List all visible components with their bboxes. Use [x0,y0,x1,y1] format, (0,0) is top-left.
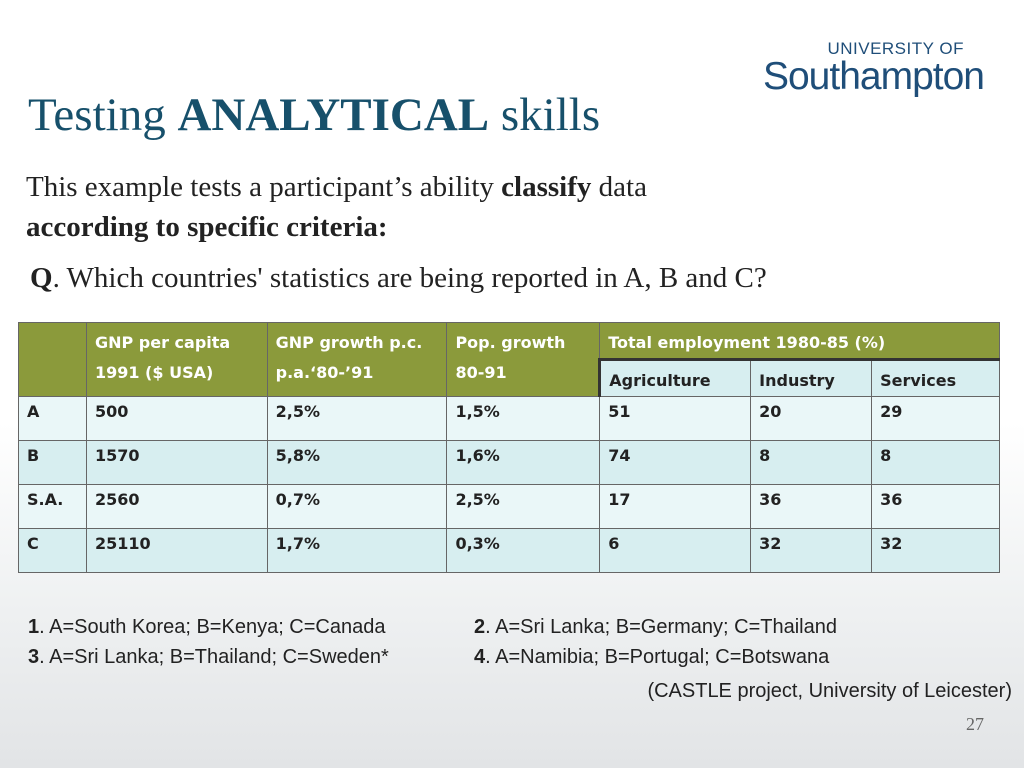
question-label: Q [30,262,53,294]
cell-gnp: 1570 [85,440,268,485]
cell-gnp: 25110 [85,528,268,573]
answer-text: . A=Sri Lanka; B=Germany; C=Thailand [485,616,837,638]
question-text: . Which countries' statistics are being … [52,262,767,294]
cell-gnp-growth: 2,5% [266,396,448,441]
table-row: C 25110 1,7% 0,3% 6 32 32 [18,528,1000,573]
source-citation: (CASTLE project, University of Leicester… [647,680,1012,702]
cell-industry: 8 [750,440,873,485]
cell-services: 36 [871,484,1000,529]
cell-agriculture: 6 [599,528,752,573]
slide-subtitle: This example tests a participant’s abili… [26,167,906,247]
answer-text: . A=Sri Lanka; B=Thailand; C=Sweden* [39,646,389,668]
cell-agriculture: 17 [599,484,752,529]
header-agriculture: Agriculture [598,359,752,397]
table-subheader-row: Agriculture Industry Services [19,359,1000,397]
table-row: A 500 2,5% 1,5% 51 20 29 [18,396,1000,441]
logo-line-southampton: Southampton [762,55,985,98]
answer-options: 1. A=South Korea; B=Kenya; C=Canada 2. A=… [28,612,837,672]
cell-industry: 20 [750,396,873,441]
answer-option-4: 4. A=Namibia; B=Portugal; C=Botswana [474,642,829,672]
header-pop-growth: Pop. growth 80-91 [446,322,601,397]
table-row: S.A. 2560 0,7% 2,5% 17 36 36 [18,484,1000,529]
slide-title: Testing ANALYTICAL skills [28,88,600,142]
row-label: B [18,440,87,485]
university-logo: UNIVERSITY OF Southampton [762,39,985,98]
header-gnp-per-capita: GNP per capita 1991 ($ USA) [85,322,268,397]
answer-number: 4 [474,646,486,668]
cell-gnp-growth: 0,7% [266,484,448,529]
cell-industry: 32 [750,528,873,573]
cell-gnp: 500 [85,396,268,441]
cell-services: 8 [871,440,1000,485]
answer-option-2: 2. A=Sri Lanka; B=Germany; C=Thailand [474,612,837,642]
answer-text: . A=Namibia; B=Portugal; C=Botswana [485,646,830,668]
subtitle-part2: data [591,171,647,203]
row-label: C [18,528,87,573]
cell-agriculture: 74 [599,440,752,485]
title-suffix: skills [489,89,601,141]
question: Q. Which countries' statistics are being… [30,262,767,295]
header-gnp-growth: GNP growth p.c. p.a.‘80-’91 [266,322,448,397]
header-blank [18,322,87,397]
row-label: S.A. [18,484,87,529]
answer-option-3: 3. A=Sri Lanka; B=Thailand; C=Sweden* [28,642,474,672]
cell-gnp: 2560 [85,484,268,529]
cell-pop-growth: 2,5% [446,484,601,529]
cell-pop-growth: 1,6% [446,440,601,485]
table-header-row: GNP per capita 1991 ($ USA) GNP growth p… [18,322,1000,397]
cell-gnp-growth: 5,8% [266,440,448,485]
header-total-employment: Total employment 1980-85 (%) [599,322,1000,361]
subtitle-bold1: classify [501,171,592,203]
answer-row: 3. A=Sri Lanka; B=Thailand; C=Sweden* 4. … [28,642,837,672]
title-emphasis: ANALYTICAL [177,89,490,141]
row-label: A [18,396,87,441]
statistics-table: GNP per capita 1991 ($ USA) GNP growth p… [18,322,1000,573]
cell-industry: 36 [750,484,873,529]
title-prefix: Testing [28,89,178,141]
header-services: Services [871,359,1000,397]
page-number: 27 [966,714,984,734]
logo-line-university-of: UNIVERSITY OF [827,39,964,58]
cell-services: 29 [871,396,1000,441]
answer-number: 1 [28,616,40,638]
subtitle-bold2: according to specific criteria: [26,211,388,243]
header-industry: Industry [750,359,873,397]
cell-agriculture: 51 [599,396,752,441]
cell-services: 32 [871,528,1000,573]
answer-number: 3 [28,646,40,668]
cell-gnp-growth: 1,7% [266,528,448,573]
cell-pop-growth: 0,3% [446,528,601,573]
subtitle-part1: This example tests a participant’s abili… [26,171,502,203]
answer-text: . A=South Korea; B=Kenya; C=Canada [39,616,386,638]
answer-number: 2 [474,616,486,638]
answer-option-1: 1. A=South Korea; B=Kenya; C=Canada [28,612,474,642]
table-row: B 1570 5,8% 1,6% 74 8 8 [18,440,1000,485]
cell-pop-growth: 1,5% [446,396,601,441]
answer-row: 1. A=South Korea; B=Kenya; C=Canada 2. A=… [28,612,837,642]
